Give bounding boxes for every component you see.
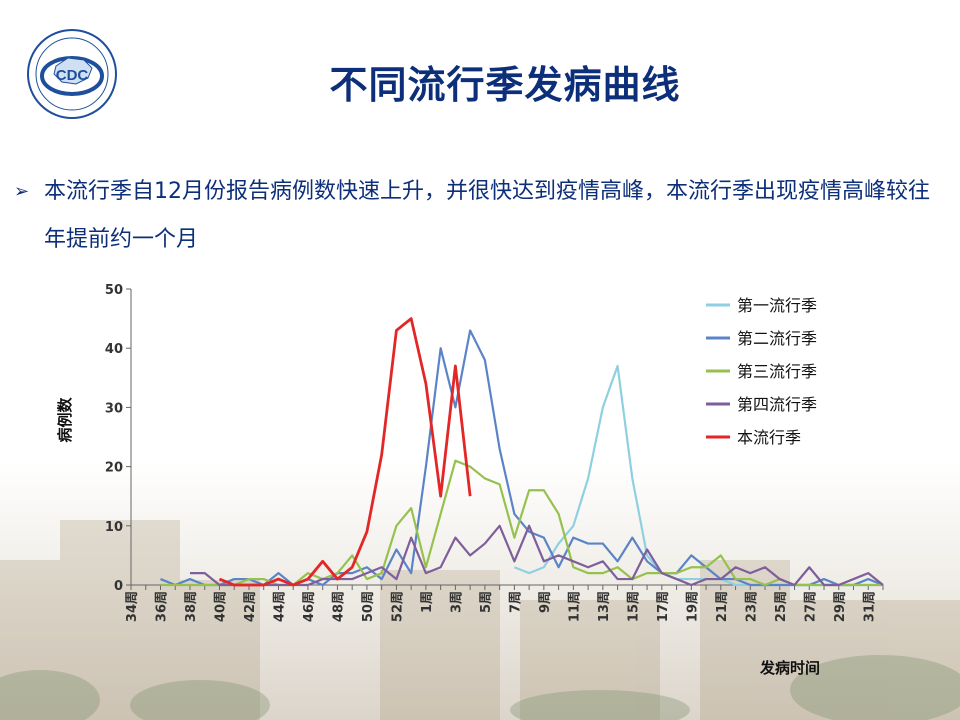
- chart-axes: 0 10 20 30 40 50 34周 36周 38周 40周 42周 44周 46周 48周 50周 52…: [56, 283, 884, 677]
- x-tick-label: 13周: [597, 591, 612, 622]
- x-tick-label: 19周: [685, 591, 700, 622]
- legend-entry: 第二流行季: [737, 329, 817, 348]
- bullet-point: ➢ 本流行季自12月份报告病例数快速上升，并很快达到疫情高峰，本流行季出现疫情高…: [14, 168, 944, 264]
- x-tick-label: 23周: [744, 591, 759, 622]
- x-tick-label: 21周: [715, 591, 730, 622]
- bullet-text: 本流行季自12月份报告病例数快速上升，并很快达到疫情高峰，本流行季出现疫情高峰较…: [44, 179, 930, 252]
- x-tick-label: 27周: [803, 591, 818, 622]
- y-axis-title: 病例数: [56, 397, 74, 443]
- x-tick-label: 50周: [361, 591, 376, 622]
- bullet-arrow-icon: ➢: [14, 181, 30, 202]
- cdc-logo: CDC: [27, 29, 117, 119]
- legend-entry: 第三流行季: [737, 362, 817, 381]
- y-tick-label: 30: [105, 401, 123, 416]
- x-tick-label: 52周: [390, 591, 405, 622]
- x-tick-label: 17周: [656, 591, 671, 622]
- x-tick-label: 29周: [833, 591, 848, 622]
- x-tick-label: 34周: [125, 591, 140, 622]
- y-tick-label: 50: [105, 283, 123, 298]
- legend-entry: 第四流行季: [737, 395, 817, 414]
- series-4-line: [189, 524, 884, 587]
- y-tick-label: 0: [114, 579, 123, 594]
- y-tick-label: 40: [105, 342, 123, 357]
- y-tick-label: 10: [105, 520, 123, 535]
- x-tick-label: 5周: [479, 591, 494, 613]
- x-tick-label: 36周: [154, 591, 169, 622]
- slide-title: 不同流行季发病曲线: [329, 63, 681, 107]
- x-tick-label: 9周: [538, 591, 553, 613]
- x-tick-label: 48周: [331, 591, 346, 622]
- x-tick-label: 11周: [567, 591, 582, 622]
- x-tick-label: 38周: [184, 591, 199, 622]
- x-tick-label: 25周: [774, 591, 789, 622]
- chart-series-lines: [160, 317, 884, 587]
- x-tick-label: 40周: [213, 591, 228, 622]
- x-tick-label: 1周: [420, 591, 435, 613]
- x-axis-title: 发病时间: [759, 659, 820, 677]
- series-line-segment: [189, 524, 884, 587]
- x-tick-label: 46周: [302, 591, 317, 622]
- legend-entry: 第一流行季: [737, 296, 817, 315]
- series-line-segment: [218, 317, 472, 587]
- x-tick-label: 31周: [862, 591, 877, 622]
- x-tick-label: 44周: [272, 591, 287, 622]
- legend-entry: 本流行季: [737, 428, 801, 447]
- y-tick-label: 20: [105, 461, 123, 476]
- series-5-line: [218, 317, 472, 587]
- x-tick-label: 15周: [626, 591, 641, 622]
- x-tick-label: 7周: [508, 591, 523, 613]
- x-tick-label: 42周: [243, 591, 258, 622]
- logo-text: CDC: [56, 67, 89, 84]
- x-tick-label: 3周: [449, 591, 464, 613]
